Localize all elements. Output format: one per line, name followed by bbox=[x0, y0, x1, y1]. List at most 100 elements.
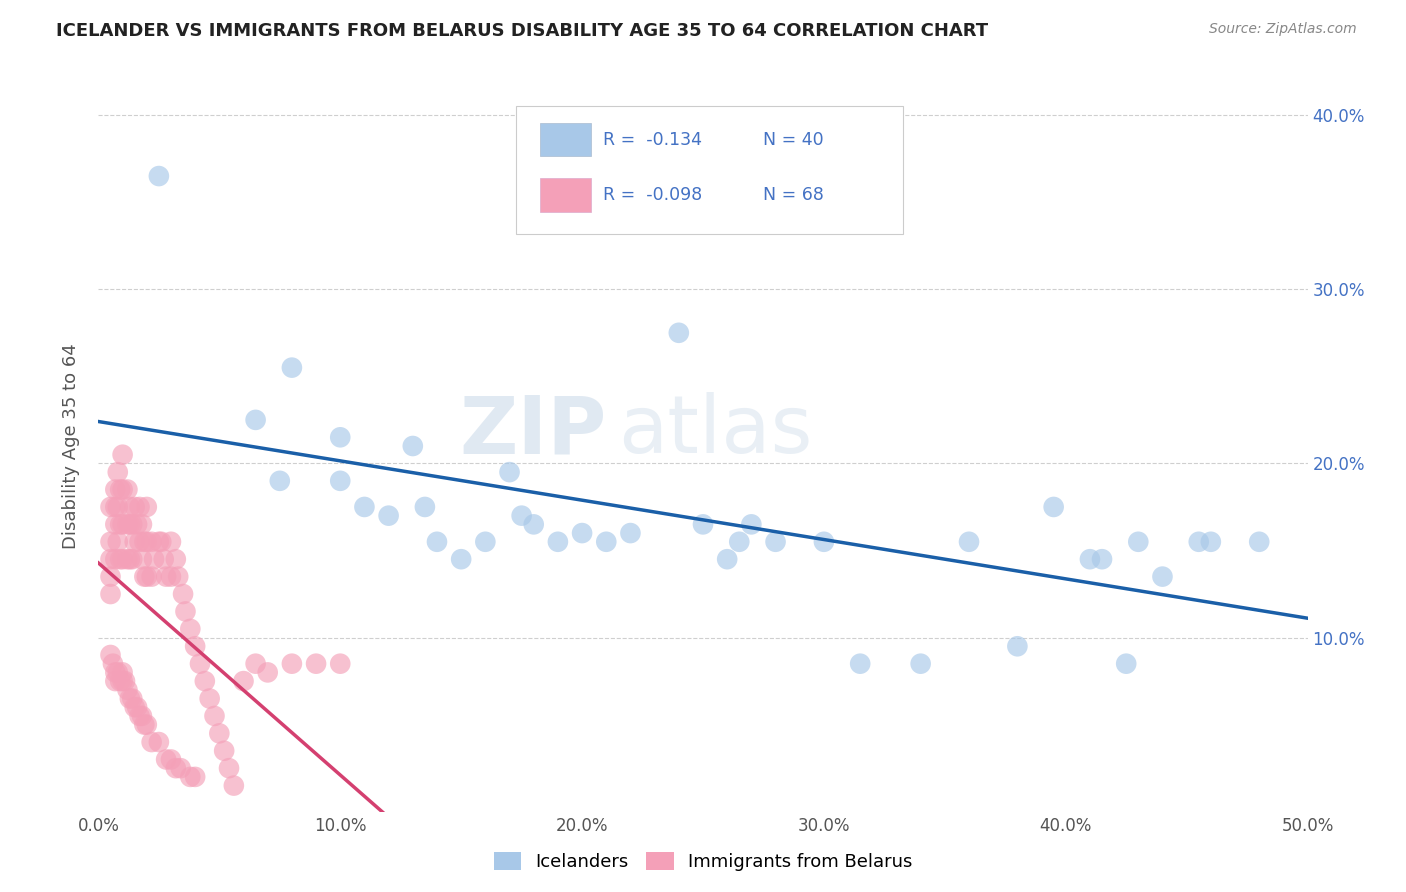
Point bbox=[305, 657, 328, 671]
Point bbox=[813, 534, 835, 549]
Point bbox=[128, 500, 150, 514]
Point bbox=[148, 534, 170, 549]
Point bbox=[174, 604, 197, 618]
Point bbox=[155, 752, 177, 766]
Point bbox=[111, 665, 134, 680]
Point bbox=[450, 552, 472, 566]
Point bbox=[1199, 534, 1222, 549]
Point bbox=[111, 448, 134, 462]
Point bbox=[100, 500, 122, 514]
Point bbox=[329, 430, 352, 444]
Point bbox=[108, 517, 131, 532]
Point bbox=[117, 682, 139, 697]
Point bbox=[692, 517, 714, 532]
Point bbox=[155, 569, 177, 583]
Point bbox=[108, 483, 131, 497]
Point bbox=[117, 552, 139, 566]
Point bbox=[204, 709, 226, 723]
Point bbox=[152, 552, 174, 566]
Point bbox=[111, 674, 134, 689]
Point bbox=[101, 657, 124, 671]
Point bbox=[121, 552, 143, 566]
Point bbox=[1128, 534, 1150, 549]
Point bbox=[498, 465, 520, 479]
Point bbox=[100, 587, 122, 601]
Point bbox=[510, 508, 533, 523]
Point bbox=[169, 761, 191, 775]
Point bbox=[128, 709, 150, 723]
Point bbox=[1152, 569, 1174, 583]
Point bbox=[135, 534, 157, 549]
Point bbox=[957, 534, 980, 549]
Point bbox=[124, 534, 146, 549]
Point bbox=[329, 474, 352, 488]
Point bbox=[107, 465, 129, 479]
Point bbox=[1115, 657, 1137, 671]
Point bbox=[716, 552, 738, 566]
Point bbox=[114, 674, 136, 689]
Point bbox=[104, 552, 127, 566]
Point bbox=[124, 500, 146, 514]
Point bbox=[668, 326, 690, 340]
Point bbox=[194, 674, 217, 689]
Text: ICELANDER VS IMMIGRANTS FROM BELARUS DISABILITY AGE 35 TO 64 CORRELATION CHART: ICELANDER VS IMMIGRANTS FROM BELARUS DIS… bbox=[56, 22, 988, 40]
Point bbox=[198, 691, 221, 706]
Text: ZIP: ZIP bbox=[458, 392, 606, 470]
Text: Source: ZipAtlas.com: Source: ZipAtlas.com bbox=[1209, 22, 1357, 37]
Point bbox=[111, 517, 134, 532]
Point bbox=[377, 508, 399, 523]
Point bbox=[269, 474, 291, 488]
Point bbox=[595, 534, 617, 549]
Point bbox=[127, 517, 149, 532]
Y-axis label: Disability Age 35 to 64: Disability Age 35 to 64 bbox=[62, 343, 80, 549]
Point bbox=[329, 657, 352, 671]
Point bbox=[740, 517, 762, 532]
Point bbox=[165, 761, 187, 775]
Point bbox=[108, 552, 131, 566]
Text: R =  -0.098: R = -0.098 bbox=[603, 186, 702, 204]
Point bbox=[910, 657, 932, 671]
Point bbox=[222, 779, 245, 793]
Point bbox=[1042, 500, 1064, 514]
Point bbox=[179, 770, 201, 784]
Point bbox=[1078, 552, 1101, 566]
Point bbox=[619, 526, 641, 541]
Point bbox=[184, 640, 207, 654]
Text: R =  -0.134: R = -0.134 bbox=[603, 130, 702, 149]
Point bbox=[281, 657, 304, 671]
Point bbox=[104, 517, 127, 532]
Point bbox=[131, 517, 153, 532]
Point bbox=[118, 552, 141, 566]
Point bbox=[143, 552, 166, 566]
Point bbox=[135, 500, 157, 514]
Point bbox=[212, 744, 235, 758]
FancyBboxPatch shape bbox=[540, 178, 591, 212]
Point bbox=[1188, 534, 1211, 549]
Point bbox=[474, 534, 496, 549]
Point bbox=[104, 500, 127, 514]
Point bbox=[353, 500, 375, 514]
Point bbox=[104, 483, 127, 497]
Point bbox=[107, 665, 129, 680]
FancyBboxPatch shape bbox=[516, 106, 903, 234]
Point bbox=[134, 569, 156, 583]
Point bbox=[208, 726, 231, 740]
Point bbox=[100, 648, 122, 662]
Point bbox=[523, 517, 546, 532]
Point bbox=[188, 657, 211, 671]
Point bbox=[1091, 552, 1114, 566]
Point bbox=[111, 483, 134, 497]
Point bbox=[160, 534, 183, 549]
Point bbox=[100, 569, 122, 583]
Point bbox=[281, 360, 304, 375]
Point bbox=[141, 534, 163, 549]
Point bbox=[256, 665, 278, 680]
Point bbox=[426, 534, 449, 549]
Point bbox=[765, 534, 787, 549]
Point bbox=[148, 169, 170, 183]
Legend: Icelanders, Immigrants from Belarus: Icelanders, Immigrants from Belarus bbox=[486, 845, 920, 879]
Point bbox=[167, 569, 190, 583]
Point bbox=[141, 735, 163, 749]
Point bbox=[111, 552, 134, 566]
Point bbox=[148, 735, 170, 749]
